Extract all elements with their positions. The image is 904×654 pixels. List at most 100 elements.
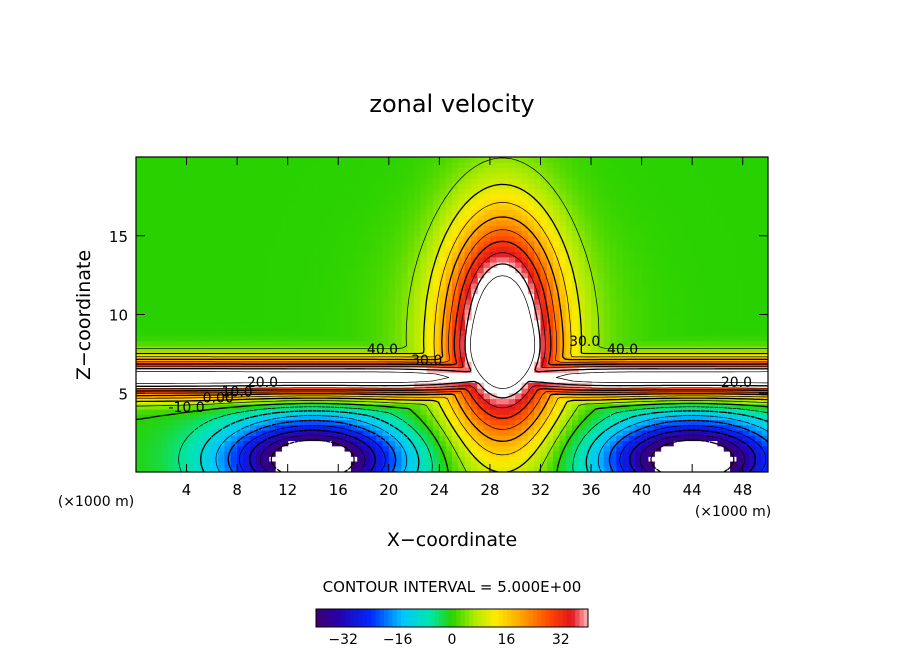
field-cell bbox=[489, 403, 497, 410]
field-cell bbox=[180, 183, 188, 190]
field-cell bbox=[477, 256, 485, 263]
field-cell bbox=[420, 167, 428, 174]
field-cell bbox=[294, 419, 301, 426]
field-cell bbox=[679, 172, 687, 179]
field-cell bbox=[256, 188, 263, 195]
field-cell bbox=[603, 435, 611, 442]
field-cell bbox=[338, 199, 346, 205]
field-cell bbox=[572, 435, 579, 442]
field-cell bbox=[610, 319, 617, 326]
field-cell bbox=[199, 430, 207, 436]
field-cell bbox=[148, 199, 156, 205]
field-cell bbox=[654, 335, 662, 342]
field-cell bbox=[717, 188, 725, 195]
field-cell bbox=[452, 225, 459, 232]
field-cell bbox=[154, 183, 162, 190]
field-cell bbox=[628, 340, 636, 347]
field-cell bbox=[439, 466, 447, 472]
field-cell bbox=[249, 277, 257, 284]
field-cell bbox=[344, 288, 352, 295]
field-cell bbox=[521, 262, 529, 268]
field-cell bbox=[578, 267, 586, 274]
field-cell bbox=[230, 424, 238, 431]
field-cell bbox=[489, 157, 497, 163]
field-cell bbox=[249, 220, 257, 226]
field-cell bbox=[439, 293, 447, 300]
field-cell bbox=[559, 262, 567, 268]
field-cell bbox=[439, 414, 447, 421]
field-cell bbox=[243, 330, 251, 337]
field-cell bbox=[534, 403, 542, 410]
field-cell bbox=[300, 424, 308, 431]
field-cell bbox=[363, 178, 371, 184]
field-cell bbox=[199, 267, 207, 274]
field-cell bbox=[173, 204, 181, 211]
field-cell bbox=[173, 162, 181, 169]
field-cell bbox=[148, 298, 156, 305]
field-cell bbox=[628, 325, 636, 331]
field-cell bbox=[180, 451, 188, 457]
field-cell bbox=[369, 288, 377, 295]
field-cell bbox=[673, 230, 681, 237]
field-cell bbox=[319, 241, 327, 247]
field-cell bbox=[300, 204, 308, 211]
field-cell bbox=[344, 293, 352, 300]
field-cell bbox=[483, 440, 491, 447]
field-cell bbox=[610, 283, 617, 289]
field-cell bbox=[603, 403, 611, 410]
field-cell bbox=[224, 325, 232, 331]
field-cell bbox=[312, 335, 320, 342]
field-cell bbox=[173, 424, 181, 431]
field-cell bbox=[679, 262, 687, 268]
field-cell bbox=[565, 193, 573, 200]
field-cell bbox=[281, 283, 289, 289]
field-cell bbox=[167, 162, 175, 169]
field-cell bbox=[211, 351, 219, 358]
field-cell bbox=[350, 440, 358, 447]
field-cell bbox=[483, 262, 491, 268]
field-cell bbox=[641, 230, 649, 237]
field-cell bbox=[363, 251, 371, 258]
field-cell bbox=[363, 298, 371, 305]
field-cell bbox=[603, 262, 611, 268]
field-cell bbox=[685, 256, 693, 263]
field-cell bbox=[395, 241, 403, 247]
field-cell bbox=[704, 204, 712, 211]
field-cell bbox=[300, 283, 308, 289]
field-cell bbox=[565, 157, 573, 163]
field-cell bbox=[654, 246, 662, 253]
field-cell bbox=[603, 309, 611, 316]
field-cell bbox=[470, 393, 478, 400]
field-cell bbox=[534, 288, 542, 295]
field-cell bbox=[565, 172, 573, 179]
field-cell bbox=[559, 267, 567, 274]
field-cell bbox=[711, 214, 719, 221]
field-cell bbox=[452, 451, 459, 457]
field-cell bbox=[237, 277, 245, 284]
field-cell bbox=[180, 262, 188, 268]
field-cell bbox=[603, 409, 611, 415]
field-cell bbox=[660, 220, 668, 226]
field-cell bbox=[489, 398, 497, 405]
field-cell bbox=[300, 188, 308, 195]
field-cell bbox=[439, 256, 447, 263]
field-cell bbox=[420, 241, 428, 247]
field-cell bbox=[401, 193, 409, 200]
field-cell bbox=[205, 283, 213, 289]
field-cell bbox=[610, 230, 617, 237]
field-cell bbox=[148, 351, 156, 358]
field-cell bbox=[173, 209, 181, 216]
field-cell bbox=[426, 346, 434, 352]
field-cell bbox=[281, 335, 289, 342]
field-cell bbox=[470, 461, 478, 468]
field-cell bbox=[237, 172, 245, 179]
field-cell bbox=[502, 199, 510, 205]
field-cell bbox=[527, 230, 535, 237]
field-cell bbox=[704, 335, 712, 342]
field-cell bbox=[666, 220, 674, 226]
field-cell bbox=[597, 440, 605, 447]
field-cell bbox=[635, 288, 643, 295]
field-cell bbox=[610, 309, 617, 316]
field-cell bbox=[591, 262, 598, 268]
field-cell bbox=[698, 272, 706, 279]
